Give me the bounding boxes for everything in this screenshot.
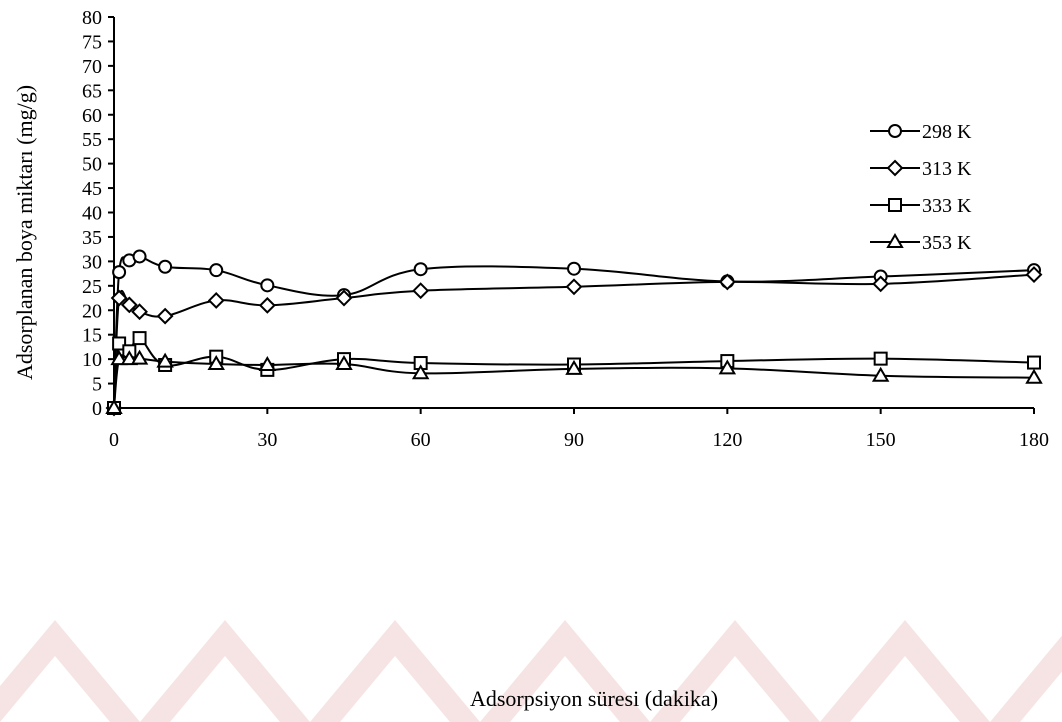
series-353-k-point — [718, 359, 737, 375]
legend-swatch-marker — [886, 233, 904, 248]
x-tick-label: 0 — [109, 429, 119, 451]
y-tick-label: 5 — [92, 374, 102, 396]
series-313-k-point — [412, 282, 430, 300]
series-313-k-point — [335, 289, 353, 307]
series-313-k-point — [258, 296, 276, 314]
series-333-k-point — [112, 336, 127, 351]
series-313-k-point — [565, 278, 583, 296]
series-353-k-point — [207, 355, 225, 371]
watermark-chevron — [0, 620, 140, 722]
series-313-k-point — [207, 292, 225, 309]
series-353-k-point — [156, 352, 174, 368]
y-tick-label: 65 — [82, 80, 102, 102]
y-tick-label: 40 — [82, 203, 102, 225]
y-tick-label: 20 — [82, 300, 102, 322]
y-tick-label: 70 — [82, 56, 102, 78]
legend-swatch-marker — [888, 198, 902, 212]
legend-item-353-k: 353 K — [870, 232, 972, 254]
watermark-chevron — [140, 620, 310, 722]
watermark-chevron — [990, 635, 1062, 722]
x-tick-label: 120 — [712, 429, 742, 451]
series-313-k-point — [110, 289, 128, 307]
series-layer — [105, 249, 1043, 417]
y-tick-label: 75 — [82, 31, 102, 53]
series-353-k-point — [120, 350, 139, 366]
series-313-k-point — [156, 307, 174, 325]
legend-item-333-k: 333 K — [870, 195, 972, 217]
watermark-chevron — [310, 620, 480, 722]
legend-label: 333 K — [922, 195, 972, 217]
watermark-chevron — [650, 620, 820, 722]
series-333-k-point — [873, 351, 888, 366]
series-353-k-point — [110, 350, 128, 366]
y-tick-label: 25 — [82, 276, 102, 298]
x-axis-title: Adsorpsiyon süresi (dakika) — [470, 686, 718, 711]
series-353-k-point — [565, 359, 583, 375]
x-tick-label: 30 — [257, 429, 277, 451]
y-tick-label: 30 — [82, 251, 102, 273]
y-tick-label: 80 — [82, 7, 102, 29]
y-axis-title: Adsorplanan boya miktarı (mg/g) — [12, 85, 37, 380]
series-333-k-point — [132, 331, 147, 346]
y-tick-label: 60 — [82, 105, 102, 127]
watermark-chevron — [820, 620, 990, 722]
series-313-k-point — [718, 273, 736, 291]
series-298-k-point — [260, 278, 275, 293]
series-353-k — [105, 349, 1043, 414]
series-313-k-point — [1025, 266, 1043, 283]
legend-label: 313 K — [922, 158, 972, 180]
x-tick-label: 180 — [1019, 429, 1049, 451]
series-353-k-point — [105, 399, 123, 414]
x-tick-label: 90 — [564, 429, 584, 451]
y-tick-label: 10 — [82, 349, 102, 371]
watermark-chevron — [480, 620, 650, 722]
y-tick-label: 50 — [82, 154, 102, 176]
legend-label: 353 K — [922, 232, 972, 254]
series-313-k-point — [131, 303, 148, 321]
background-watermark — [0, 620, 1062, 722]
series-353-k-point — [411, 364, 430, 380]
legend-swatch-marker — [888, 124, 902, 138]
series-353-k-point — [335, 355, 353, 371]
series-313-k-point — [872, 275, 890, 293]
series-353-k-point — [871, 366, 890, 382]
series-298-k-point — [132, 249, 147, 264]
series-298-k-point — [158, 259, 173, 274]
series-353-k-point — [1025, 368, 1043, 384]
x-tick-label: 60 — [411, 429, 431, 451]
legend: 298 K 313 K 333 K 353 K — [870, 121, 972, 254]
series-353-k-point — [258, 356, 277, 371]
series-313-k — [105, 266, 1043, 417]
series-353-k-point — [130, 349, 149, 365]
legend-item-313-k: 313 K — [870, 158, 972, 180]
y-tick-label: 15 — [82, 325, 102, 347]
series-298-k-point — [209, 263, 224, 278]
y-tick-label: 55 — [82, 129, 102, 151]
x-tick-label: 150 — [866, 429, 896, 451]
series-298-k — [107, 249, 1041, 415]
y-tick-label: 45 — [82, 178, 102, 200]
series-313-k-point — [120, 296, 138, 314]
series-298-k-point — [112, 265, 127, 280]
legend-swatch-marker — [886, 159, 904, 177]
y-tick-label: 0 — [92, 398, 102, 420]
series-298-k-point — [413, 262, 428, 277]
legend-label: 298 K — [922, 121, 972, 143]
legend-item-298-k: 298 K — [870, 121, 972, 143]
series-298-k-point — [567, 261, 581, 276]
y-tick-label: 35 — [82, 227, 102, 249]
series-333-k-point — [1027, 355, 1041, 370]
